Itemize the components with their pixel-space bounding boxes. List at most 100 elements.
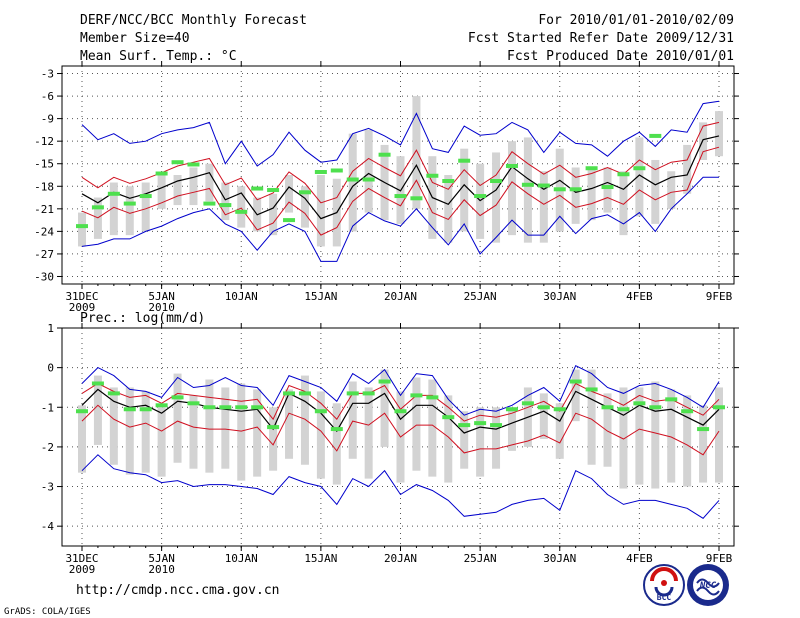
spread-bar-6: [173, 373, 182, 463]
x-tick-label: 9FEB: [706, 290, 733, 303]
observed-marker-4: [139, 194, 152, 199]
observed-marker-16: [330, 168, 343, 173]
observed-marker-24: [458, 423, 471, 428]
y-tick-label: -21: [34, 203, 54, 216]
spread-bar-4: [141, 391, 150, 473]
bcc-logo-text: BCC: [657, 593, 672, 602]
spread-bar-36: [651, 381, 660, 489]
spread-bar-12: [269, 407, 278, 471]
spread-bar-2: [109, 182, 118, 236]
spread-bar-5: [157, 407, 166, 477]
min-envelope-line: [81, 454, 720, 519]
observed-marker-26: [490, 179, 503, 184]
observed-marker-18: [362, 177, 375, 182]
observed-marker-25: [474, 421, 487, 426]
x-tick-year-label: 2009: [69, 301, 96, 314]
spread-bar-25: [476, 407, 485, 477]
spread-bar-31: [571, 167, 580, 224]
x-tick-label: 5JAN: [148, 290, 175, 303]
observed-marker-25: [474, 194, 487, 199]
spread-bar-0: [78, 405, 86, 473]
observed-marker-38: [681, 409, 694, 414]
spread-bar-29: [539, 393, 548, 439]
x-tick-label: 20JAN: [384, 290, 417, 303]
observed-marker-12: [267, 188, 280, 193]
observed-marker-36: [649, 133, 662, 138]
observed-marker-8: [203, 405, 216, 410]
ensemble-mean-line: [81, 135, 720, 220]
observed-marker-40: [713, 405, 725, 410]
observed-marker-23: [442, 415, 455, 420]
max-envelope-line: [81, 100, 720, 167]
spread-bar-13: [285, 175, 294, 213]
observed-marker-16: [330, 427, 343, 432]
ncc-logo-text: NCC: [699, 581, 717, 591]
spread-bar-15: [316, 391, 325, 479]
spread-bar-6: [173, 175, 182, 206]
figure-title: DERF/NCC/BCC Monthly Forecast: [80, 13, 307, 28]
observed-marker-7: [187, 401, 200, 406]
spread-bar-26: [492, 152, 501, 243]
grads-credit: GrADS: COLA/IGES: [4, 607, 91, 617]
observed-marker-1: [91, 381, 104, 386]
observed-marker-7: [187, 162, 200, 167]
observed-marker-35: [633, 401, 646, 406]
x-tick-label: 20JAN: [384, 552, 417, 565]
spread-bar-38: [683, 395, 692, 487]
observed-marker-15: [314, 409, 327, 414]
observed-marker-6: [171, 395, 184, 400]
y-tick-label: 1: [47, 322, 54, 335]
observed-marker-0: [76, 224, 88, 229]
spread-bar-21: [412, 96, 421, 209]
spread-bar-34: [619, 171, 628, 236]
spread-bar-0: [78, 212, 86, 247]
x-tick-label: 4FEB: [626, 552, 653, 565]
observed-marker-18: [362, 391, 375, 396]
observed-marker-9: [219, 203, 232, 208]
observed-marker-27: [505, 163, 518, 168]
std-lower-line: [81, 404, 720, 456]
observed-marker-36: [649, 405, 662, 410]
observed-marker-5: [155, 171, 168, 176]
spread-bar-40: [715, 387, 723, 483]
x-tick-label: 25JAN: [464, 290, 497, 303]
spread-bar-28: [523, 137, 532, 243]
observed-marker-2: [107, 191, 120, 196]
observed-marker-29: [537, 183, 550, 188]
observed-marker-2: [107, 391, 120, 396]
observed-marker-14: [298, 391, 311, 396]
spread-bar-3: [125, 186, 134, 236]
spread-bar-9: [221, 387, 230, 469]
spread-bar-17: [348, 133, 357, 232]
x-tick-year-label: 2010: [148, 301, 175, 314]
observed-marker-33: [601, 185, 614, 190]
x-tick-label: 30JAN: [543, 290, 576, 303]
spread-bar-3: [125, 387, 134, 475]
observed-marker-22: [426, 395, 439, 400]
y-tick-label: -1: [41, 401, 54, 414]
y-tick-label: -4: [41, 520, 55, 533]
x-tick-label: 25JAN: [464, 552, 497, 565]
spread-bar-22: [428, 379, 437, 477]
bcc-logo: BCC: [643, 564, 685, 606]
observed-marker-6: [171, 160, 184, 165]
x-tick-year-label: 2009: [69, 563, 96, 576]
fcst-started-date: Fcst Started Refer Date 2009/12/31: [468, 31, 734, 46]
spread-bar-32: [587, 167, 596, 221]
x-tick-label: 4FEB: [626, 290, 653, 303]
y-tick-label: -12: [34, 135, 54, 148]
observed-marker-30: [553, 407, 566, 412]
x-tick-label: 31DEC: [65, 552, 98, 565]
spread-bar-18: [364, 129, 373, 213]
spread-bar-30: [555, 403, 564, 459]
spread-bar-37: [667, 171, 676, 209]
observed-marker-22: [426, 173, 439, 178]
spread-bar-13: [285, 389, 294, 459]
observed-marker-28: [521, 401, 534, 406]
y-tick-label: -18: [34, 180, 54, 193]
observed-marker-26: [490, 423, 503, 428]
spread-bar-17: [348, 381, 357, 459]
observed-marker-37: [665, 397, 678, 402]
